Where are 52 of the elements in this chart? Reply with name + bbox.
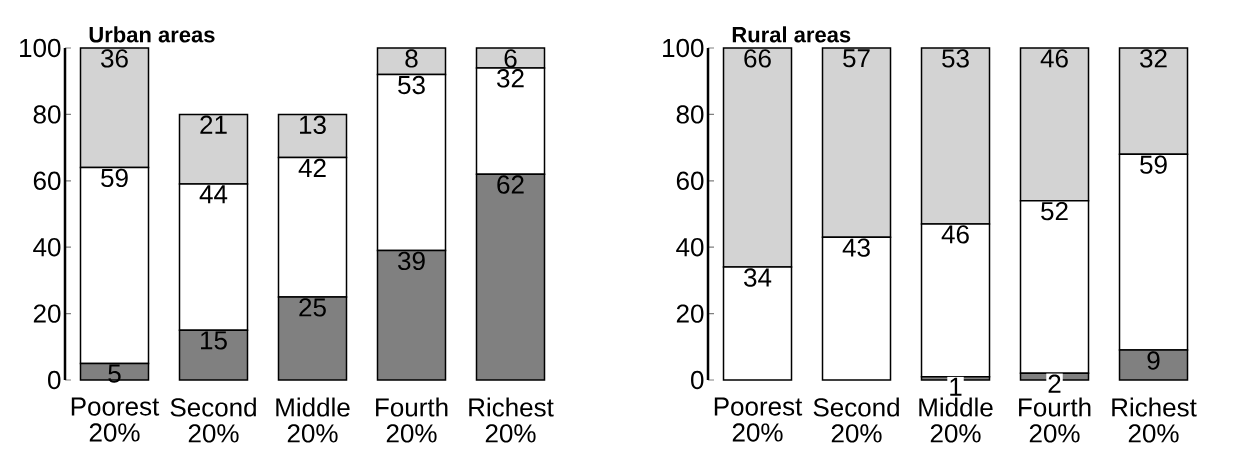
- x-tick-label: Second 20%: [170, 397, 256, 443]
- data-label: 36: [101, 49, 128, 68]
- data-label: 44: [199, 185, 228, 204]
- data-label: 66: [744, 49, 771, 68]
- x-tick-label: Second 20%: [813, 397, 899, 443]
- data-label: 53: [398, 75, 425, 95]
- y-tick-label: 100: [663, 38, 704, 58]
- data-label: 59: [1140, 155, 1167, 174]
- data-label: 34: [744, 268, 772, 287]
- y-tick-label: 60: [33, 171, 61, 190]
- data-label: 52: [1041, 201, 1068, 221]
- x-tick-label: Poorest 20%: [714, 397, 803, 442]
- y-tick-label: 20: [33, 304, 61, 323]
- y-tick-label: 80: [33, 105, 61, 124]
- y-tick-label: 40: [33, 237, 61, 257]
- data-label: 57: [843, 49, 870, 68]
- data-label: 8: [405, 49, 418, 68]
- data-label: 43: [842, 238, 870, 257]
- data-label: 25: [299, 298, 326, 317]
- data-label: 1: [950, 377, 962, 396]
- x-tick-label: Middle 20%: [919, 397, 993, 443]
- x-tick-label: Poorest 20%: [71, 397, 160, 442]
- x-tick-label: Fourth 20%: [376, 397, 448, 443]
- data-label: 62: [497, 175, 524, 194]
- y-tick-label: 20: [676, 304, 704, 323]
- data-label: 59: [101, 168, 128, 188]
- y-tick-label: 100: [20, 38, 61, 58]
- data-label: 32: [1140, 49, 1167, 68]
- data-label: 13: [300, 115, 326, 134]
- data-label: 32: [497, 69, 524, 88]
- y-tick-label: 80: [676, 105, 704, 124]
- data-label: 39: [398, 251, 425, 271]
- y-tick-label: 0: [48, 370, 61, 390]
- data-label: 2: [1048, 374, 1061, 393]
- data-label: 53: [942, 49, 969, 68]
- data-label: 46: [941, 225, 969, 244]
- x-tick-label: Richest 20%: [1112, 397, 1197, 443]
- x-tick-label: Middle 20%: [276, 397, 350, 443]
- data-label: 6: [504, 49, 517, 68]
- x-tick-label: Fourth 20%: [1019, 397, 1091, 443]
- y-tick-label: 0: [691, 370, 704, 390]
- chart-title: Rural areas: [732, 26, 851, 43]
- data-label: 5: [108, 364, 121, 383]
- data-label: 9: [1147, 351, 1160, 370]
- y-tick-label: 40: [676, 237, 704, 257]
- data-label: 21: [200, 115, 227, 134]
- y-tick-label: 60: [676, 171, 704, 190]
- data-label: 15: [201, 331, 227, 350]
- x-tick-label: Richest 20%: [469, 397, 554, 443]
- data-label: 42: [298, 158, 326, 177]
- data-label: 46: [1040, 49, 1068, 68]
- chart-title: Urban areas: [89, 26, 215, 43]
